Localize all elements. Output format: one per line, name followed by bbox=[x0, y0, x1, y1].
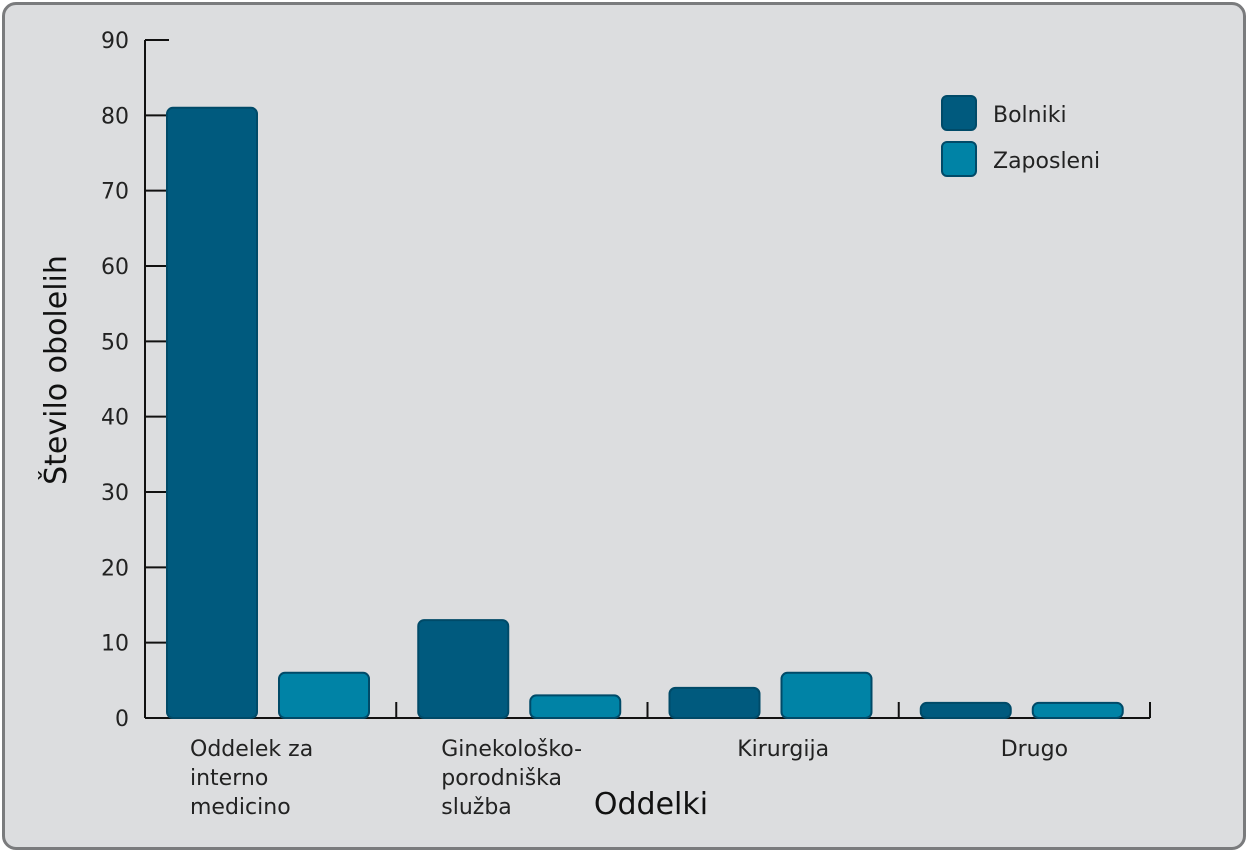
legend-swatch-bolniki bbox=[941, 95, 977, 131]
y-tick-label: 10 bbox=[101, 632, 129, 657]
y-tick-label: 80 bbox=[101, 104, 129, 129]
y-tick-label: 0 bbox=[115, 707, 129, 732]
bar-bolniki-3 bbox=[919, 701, 1012, 720]
x-category-label: Drugo bbox=[1001, 737, 1068, 762]
bar-zaposleni-2 bbox=[780, 671, 873, 719]
x-category-label: Ginekološko-porodniška služba bbox=[441, 737, 582, 820]
legend-label-bolniki: Bolniki bbox=[993, 103, 1067, 128]
y-tick-label: 30 bbox=[101, 481, 129, 506]
y-tick-label: 50 bbox=[101, 330, 129, 355]
bars bbox=[166, 106, 1124, 720]
bar-bolniki-0 bbox=[166, 106, 258, 720]
y-tick-label: 40 bbox=[101, 406, 129, 431]
y-tick-label: 20 bbox=[101, 556, 129, 581]
bar-zaposleni-3 bbox=[1031, 701, 1124, 720]
legend-label-zaposleni: Zaposleni bbox=[993, 149, 1100, 174]
legend: Bolniki Zaposleni bbox=[941, 95, 1100, 177]
bar-zaposleni-1 bbox=[529, 694, 622, 720]
bar-bolniki-1 bbox=[417, 619, 510, 719]
y-tick-label: 90 bbox=[101, 29, 129, 54]
bar-bolniki-2 bbox=[668, 686, 761, 719]
legend-swatch-zaposleni bbox=[941, 141, 977, 177]
x-category-label: Oddelek za interno medicino bbox=[190, 737, 313, 820]
bar-zaposleni-0 bbox=[278, 671, 370, 719]
axes bbox=[144, 39, 1151, 719]
y-tick-label: 60 bbox=[101, 255, 129, 280]
y-tick-label: 70 bbox=[101, 180, 129, 205]
x-axis-title: Oddelki bbox=[594, 787, 708, 822]
y-axis-title: Število obolelih bbox=[37, 255, 74, 485]
x-category-label: Kirurgija bbox=[737, 737, 829, 762]
labels: 0 10 20 30 40 50 60 70 80 90 Oddelek za interno medi… bbox=[101, 29, 1068, 820]
